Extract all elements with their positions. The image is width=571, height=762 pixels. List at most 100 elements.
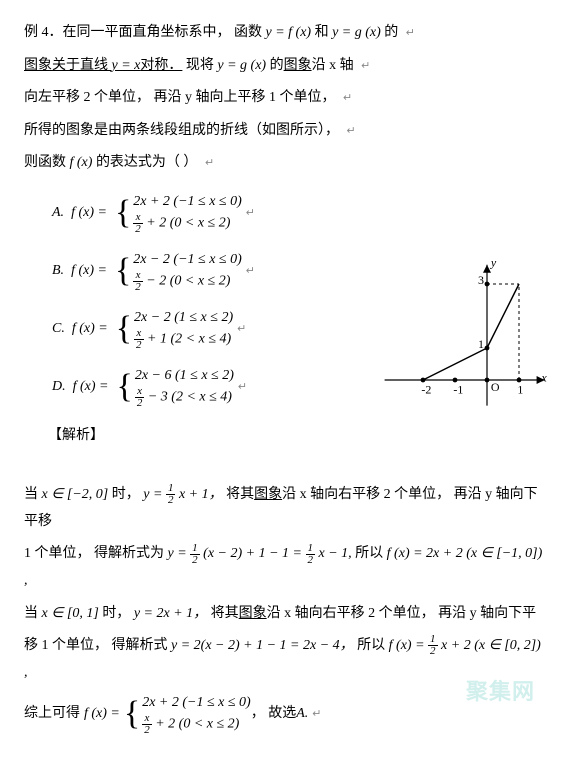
svg-text:O: O [491,380,500,394]
line-2: x2 + 1 (2 < x ≤ 4) [134,328,233,351]
math: y = 2(x − 2) + 1 − 1 = 2x − 4， [171,638,357,653]
line-2: x2 − 3 (2 < x ≤ 4) [135,386,234,409]
text: 则函数 [24,155,70,170]
text-underline: 图象 [284,58,312,73]
math: x ∈ [−2, 0] [42,487,109,502]
text-underline: 图象 [239,606,267,621]
math: f (x) = [389,638,428,653]
text-underline: 对称． [140,58,182,73]
option-label: A. f (x) = [52,200,107,227]
return-icon: ↵ [246,261,255,282]
option-label: C. f (x) = [52,316,108,343]
text: 综上可得 [24,701,80,728]
solution-final: 综上可得 f (x) = { 2x + 2 (−1 ≤ x ≤ 0) x2 + … [24,692,547,736]
math-yx: y = x [112,58,141,73]
return-icon: ↵ [406,27,415,39]
text: 1 个单位， 得解析式为 [24,546,168,561]
text: 将其 [226,487,254,502]
brace-icon: { [117,370,133,404]
text: 当 [24,606,42,621]
fx-prefix: f (x) = [73,379,109,394]
return-icon: ↵ [312,704,321,725]
text-underline: 图象关于直线 [24,58,112,73]
svg-text:-1: -1 [453,382,463,396]
piecewise-brace: { 2x + 2 (−1 ≤ x ≤ 0) x2 + 2 (0 < x ≤ 2) [124,692,251,736]
piecewise-lines: 2x + 2 (−1 ≤ x ≤ 0) x2 + 2 (0 < x ≤ 2) [142,692,251,736]
math: x ∈ [0, 1] [42,606,99,621]
option-a: A. f (x) = { 2x + 2 (−1 ≤ x ≤ 0) x2 + 2 … [52,191,547,235]
math: y = [143,487,166,502]
line-1: 2x + 2 (−1 ≤ x ≤ 0) [142,692,251,713]
svg-text:1: 1 [517,382,523,396]
answer: A. [296,701,308,728]
solution-header: 【解析】 [48,423,547,450]
text: 移 1 个单位， 得解析式 [24,638,171,653]
math: f (x) = [84,701,120,728]
problem-line-3: 向左平移 2 个单位， 再沿 y 轴向上平移 1 个单位， ↵ [24,85,547,112]
text: ， 故选 [251,701,297,728]
solution-line-2: 1 个单位， 得解析式为 y = 12 (x − 2) + 1 − 1 = 12… [24,541,547,594]
svg-text:x: x [540,371,547,385]
line-2: x2 − 2 (0 < x ≤ 2) [133,270,242,293]
solution-line-1: 当 x ∈ [−2, 0] 时， y = 12 x + 1， 将其图象沿 x 轴… [24,482,547,535]
text: 的 [270,58,284,73]
line-1: 2x − 2 (−1 ≤ x ≤ 0) [133,249,242,270]
fx-prefix: f (x) = [71,205,107,220]
return-icon: ↵ [205,157,214,169]
text: 时， [102,606,134,621]
piecewise-lines: 2x + 2 (−1 ≤ x ≤ 0) x2 + 2 (0 < x ≤ 2) [133,191,242,235]
piecewise-brace: { 2x + 2 (−1 ≤ x ≤ 0) x2 + 2 (0 < x ≤ 2) [115,191,242,235]
text: 所得的图象是由两条线段组成的折线（如图所示）， [24,123,339,138]
svg-text:3: 3 [478,273,484,287]
line-2: x2 + 2 (0 < x ≤ 2) [142,713,251,736]
return-icon: ↵ [361,60,370,72]
math: x + 1， [175,487,222,502]
svg-text:1: 1 [478,337,484,351]
math-gx: y = g (x) [217,58,266,73]
text: 向左平移 2 个单位， 再沿 y 轴向上平移 1 个单位， [24,90,336,105]
text: 现将 [186,58,218,73]
piecewise-brace: { 2x − 6 (1 ≤ x ≤ 2) x2 − 3 (2 < x ≤ 4) [117,365,234,409]
option-label: D. f (x) = [52,374,109,401]
piecewise-brace: { 2x − 2 (−1 ≤ x ≤ 0) x2 − 2 (0 < x ≤ 2) [115,249,242,293]
problem-line-5: 则函数 f (x) 的表达式为（ ） ↵ [24,150,547,177]
math: (x − 2) + 1 − 1 = [200,546,306,561]
option-label: B. f (x) = [52,258,107,285]
problem-line-1: 例 4．在同一平面直角坐标系中， 函数 y = f (x) 和 y = g (x… [24,20,547,47]
text: 时， [112,487,144,502]
text-underline: 图象 [254,487,282,502]
fx-prefix: f (x) = [71,263,107,278]
piecewise-lines: 2x − 2 (1 ≤ x ≤ 2) x2 + 1 (2 < x ≤ 4) [134,307,233,351]
solution-line-3: 当 x ∈ [0, 1] 时， y = 2x + 1， 将其图象沿 x 轴向右平… [24,601,547,628]
text: 当 [24,487,42,502]
document-body: 例 4．在同一平面直角坐标系中， 函数 y = f (x) 和 y = g (x… [24,20,547,736]
math-fx: f (x) [70,155,93,170]
piecewise-lines: 2x − 6 (1 ≤ x ≤ 2) x2 − 3 (2 < x ≤ 4) [135,365,234,409]
text: 所以 [357,638,389,653]
problem-line-2: 图象关于直线 y = x对称． 现将 y = g (x) 的图象沿 x 轴 ↵ [24,53,547,80]
math-fx: y = f (x) [266,25,312,40]
brace-icon: { [115,196,131,230]
line-1: 2x − 6 (1 ≤ x ≤ 2) [135,365,234,386]
text: 将其 [211,606,239,621]
svg-text:y: y [490,255,497,269]
return-icon: ↵ [343,92,352,104]
brace-icon: { [116,312,132,346]
text: 的 [384,25,398,40]
line-1: 2x + 2 (−1 ≤ x ≤ 0) [133,191,242,212]
fx-prefix: f (x) = [72,321,108,336]
solution-line-4: 移 1 个单位， 得解析式 y = 2(x − 2) + 1 − 1 = 2x … [24,633,547,686]
text: 所以 [355,546,387,561]
piecewise-lines: 2x − 2 (−1 ≤ x ≤ 0) x2 − 2 (0 < x ≤ 2) [133,249,242,293]
svg-text:-2: -2 [421,382,431,396]
text: 和 [315,25,333,40]
problem-line-4: 所得的图象是由两条线段组成的折线（如图所示）， ↵ [24,118,547,145]
figure-chart: x y O -2 -1 1 1 3 [347,250,557,420]
math: y = 2x + 1， [134,606,207,621]
text: 沿 x 轴 [312,58,354,73]
math: x − 1, [315,546,355,561]
text: 的表达式为（ ） [96,155,198,170]
brace-icon: { [115,254,131,288]
line-2: x2 + 2 (0 < x ≤ 2) [133,212,242,235]
text: 例 4．在同一平面直角坐标系中， 函数 [24,25,266,40]
